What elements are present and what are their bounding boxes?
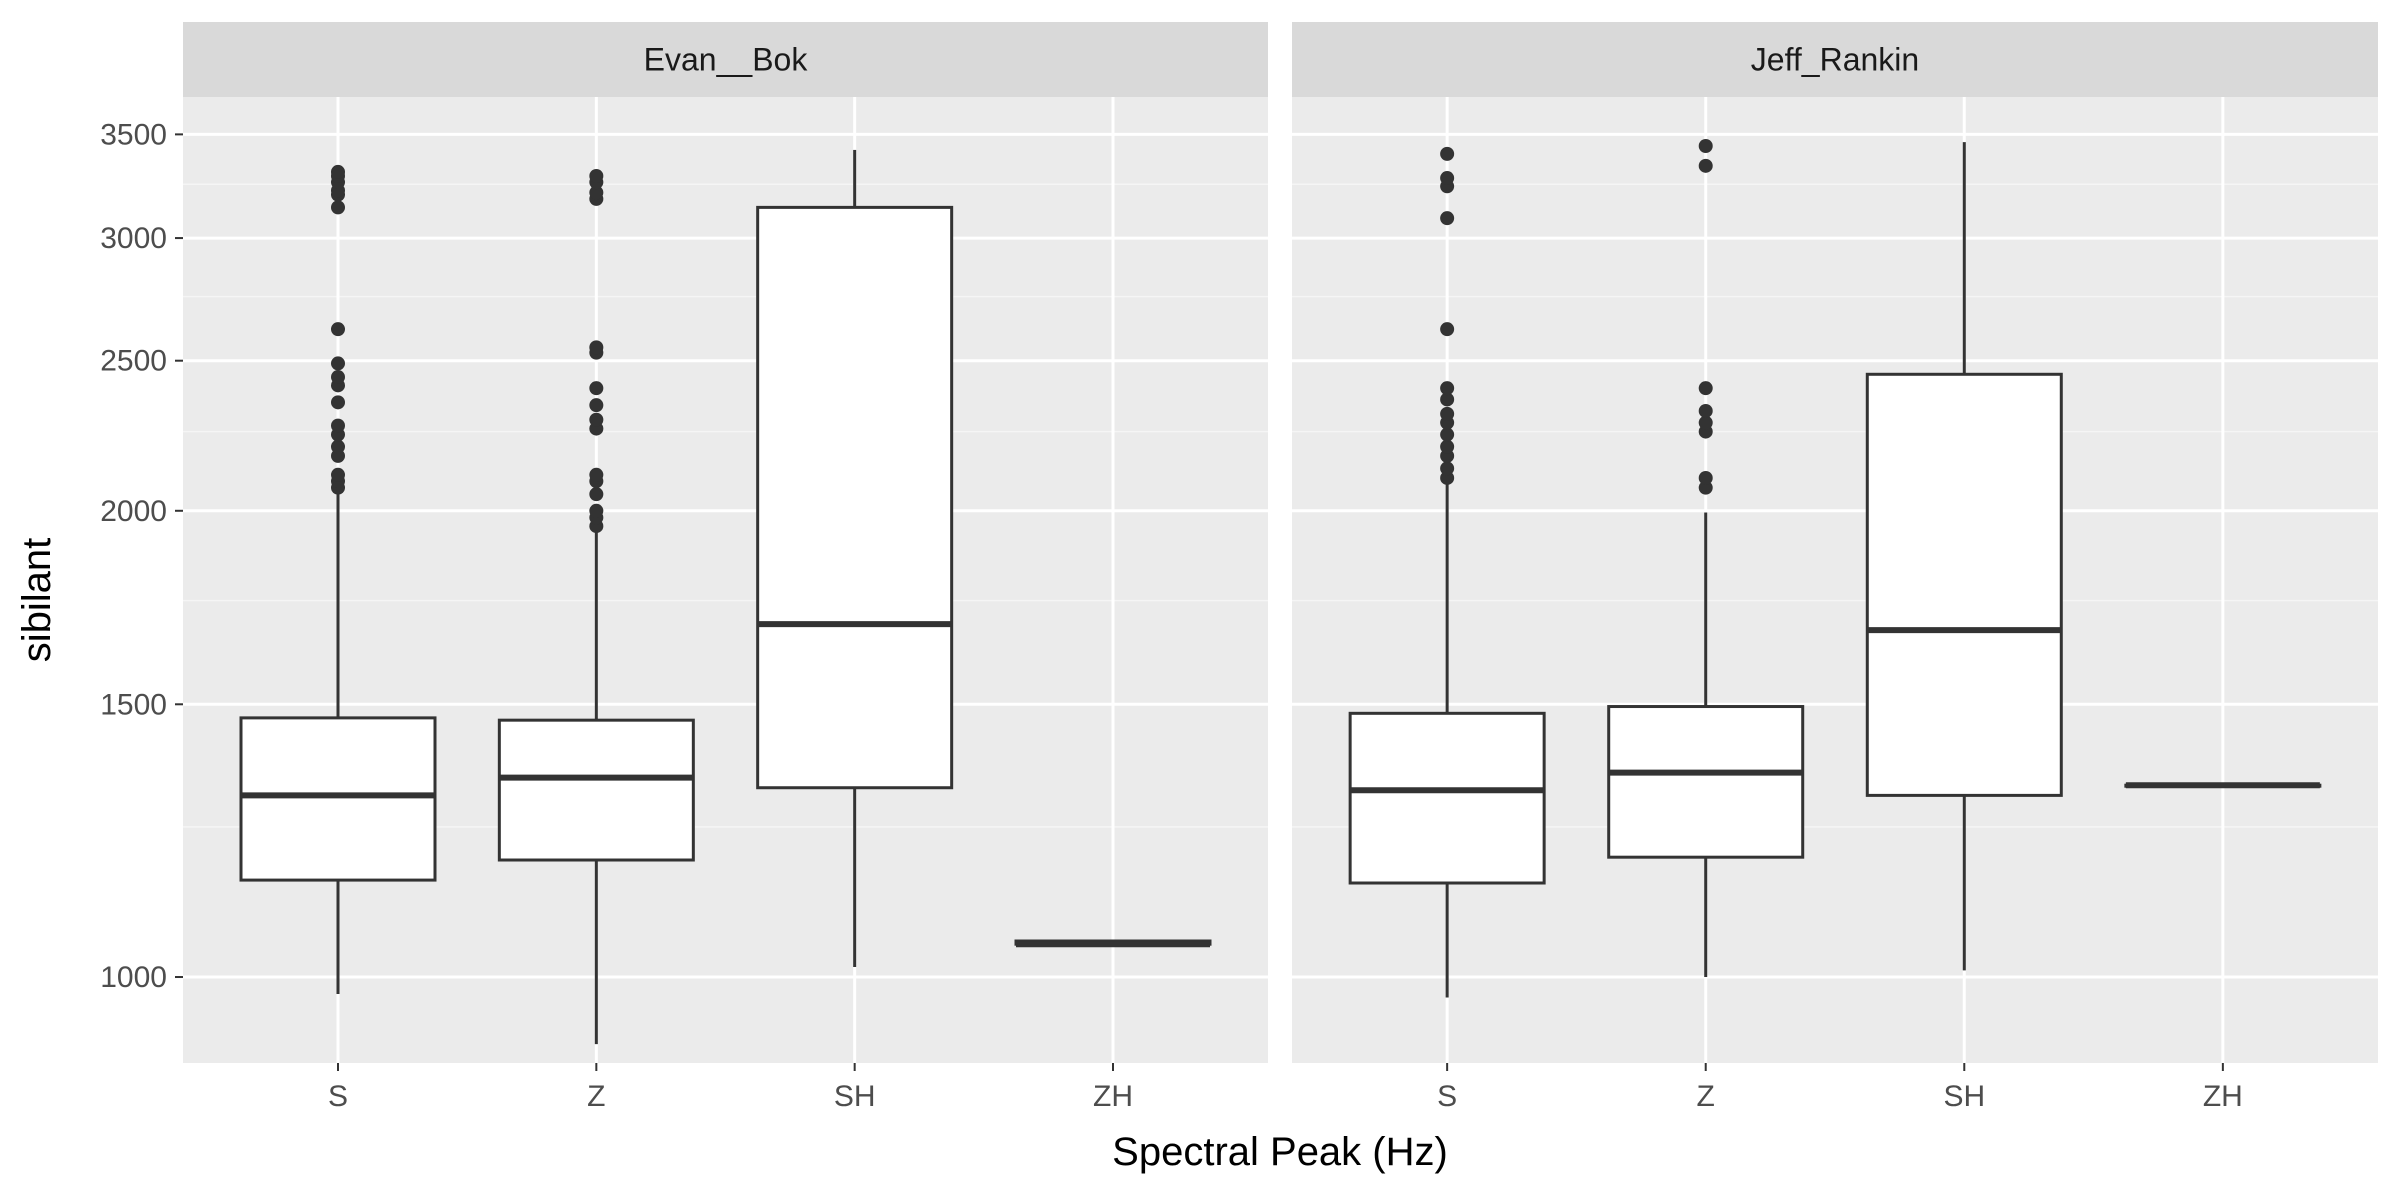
outlier-point	[589, 487, 604, 502]
outlier-point	[1698, 139, 1713, 154]
outlier-point	[1440, 461, 1455, 476]
outlier-point	[331, 418, 345, 433]
facet-panel-evan-bok: Evan__Bok	[183, 22, 1268, 1063]
outlier-point	[1440, 146, 1455, 161]
box-zh	[1014, 939, 1212, 948]
box-iqr	[239, 716, 437, 882]
outlier-point	[1440, 406, 1455, 421]
y-tick-label: 1500	[100, 688, 167, 721]
box-iqr	[1865, 372, 2063, 797]
outlier-point	[1698, 415, 1713, 430]
facet-strip-label: Evan__Bok	[644, 42, 809, 78]
panel-background	[183, 97, 1268, 1063]
y-axis: 1000 1500 2000 2500 3000 3500	[100, 118, 183, 994]
x-tick-label: Z	[1697, 1080, 1715, 1113]
outlier-point	[589, 168, 604, 183]
y-axis-title: sibilant	[15, 538, 59, 663]
y-tick-label: 3000	[100, 222, 167, 255]
outlier-point	[1440, 392, 1455, 407]
facet-strip-label: Jeff_Rankin	[1751, 42, 1919, 78]
facet-strip	[183, 22, 1268, 97]
outlier-point	[589, 381, 604, 396]
outlier-point	[1440, 211, 1455, 226]
box-z	[1607, 139, 1805, 978]
outlier-point	[1698, 470, 1713, 485]
outlier-point	[1698, 403, 1713, 418]
outlier-point	[1440, 427, 1455, 442]
outlier-point	[331, 467, 345, 482]
outlier-point	[1698, 381, 1713, 396]
box-iqr	[756, 205, 954, 790]
x-axis-title: Spectral Peak (Hz)	[1112, 1130, 1448, 1174]
box-sh	[1865, 142, 2063, 971]
outlier-point	[331, 370, 345, 385]
box-s	[1348, 146, 1546, 998]
outlier-point	[331, 356, 345, 371]
outlier-point	[589, 503, 604, 518]
outlier-point	[1440, 381, 1455, 396]
box-z	[497, 168, 695, 1045]
box-zh	[2124, 782, 2322, 789]
panel-background	[1292, 97, 2378, 1063]
box-iqr	[1607, 705, 1805, 859]
outlier-point	[589, 185, 604, 200]
box-iqr	[1348, 711, 1546, 885]
x-tick-label: SH	[834, 1080, 876, 1113]
outlier-point	[1440, 171, 1455, 186]
facet-panel-jeff-rankin: Jeff_Rankin	[1292, 22, 2378, 1063]
x-tick-label: S	[328, 1080, 348, 1113]
outlier-point	[589, 412, 604, 427]
facet-strip	[1292, 22, 2378, 97]
outlier-point	[1698, 158, 1713, 173]
outlier-point	[589, 467, 604, 482]
y-tick-label: 3500	[100, 118, 167, 151]
panels-layer: Evan__Bok Jeff_Rankin	[183, 22, 2378, 1063]
outlier-point	[331, 322, 345, 337]
box-iqr	[497, 718, 695, 862]
box-sh	[756, 149, 954, 968]
outlier-point	[331, 395, 345, 410]
outlier-point	[589, 340, 604, 355]
x-tick-label: Z	[587, 1080, 605, 1113]
y-tick-label: 1000	[100, 961, 167, 994]
x-tick-label: SH	[1943, 1080, 1985, 1113]
x-axis: S Z SH ZH S Z SH ZH	[328, 1063, 2243, 1113]
x-tick-label: ZH	[1093, 1080, 1133, 1113]
y-tick-label: 2500	[100, 345, 167, 378]
x-tick-label: S	[1437, 1080, 1457, 1113]
outlier-point	[331, 200, 345, 215]
outlier-point	[331, 439, 345, 454]
outlier-point	[1440, 322, 1455, 337]
outlier-point	[331, 164, 345, 179]
outlier-point	[1440, 439, 1455, 454]
outlier-point	[589, 398, 604, 413]
outlier-point	[1698, 480, 1713, 495]
box-s	[239, 164, 437, 995]
x-tick-label: ZH	[2203, 1080, 2243, 1113]
y-tick-label: 2000	[100, 495, 167, 528]
